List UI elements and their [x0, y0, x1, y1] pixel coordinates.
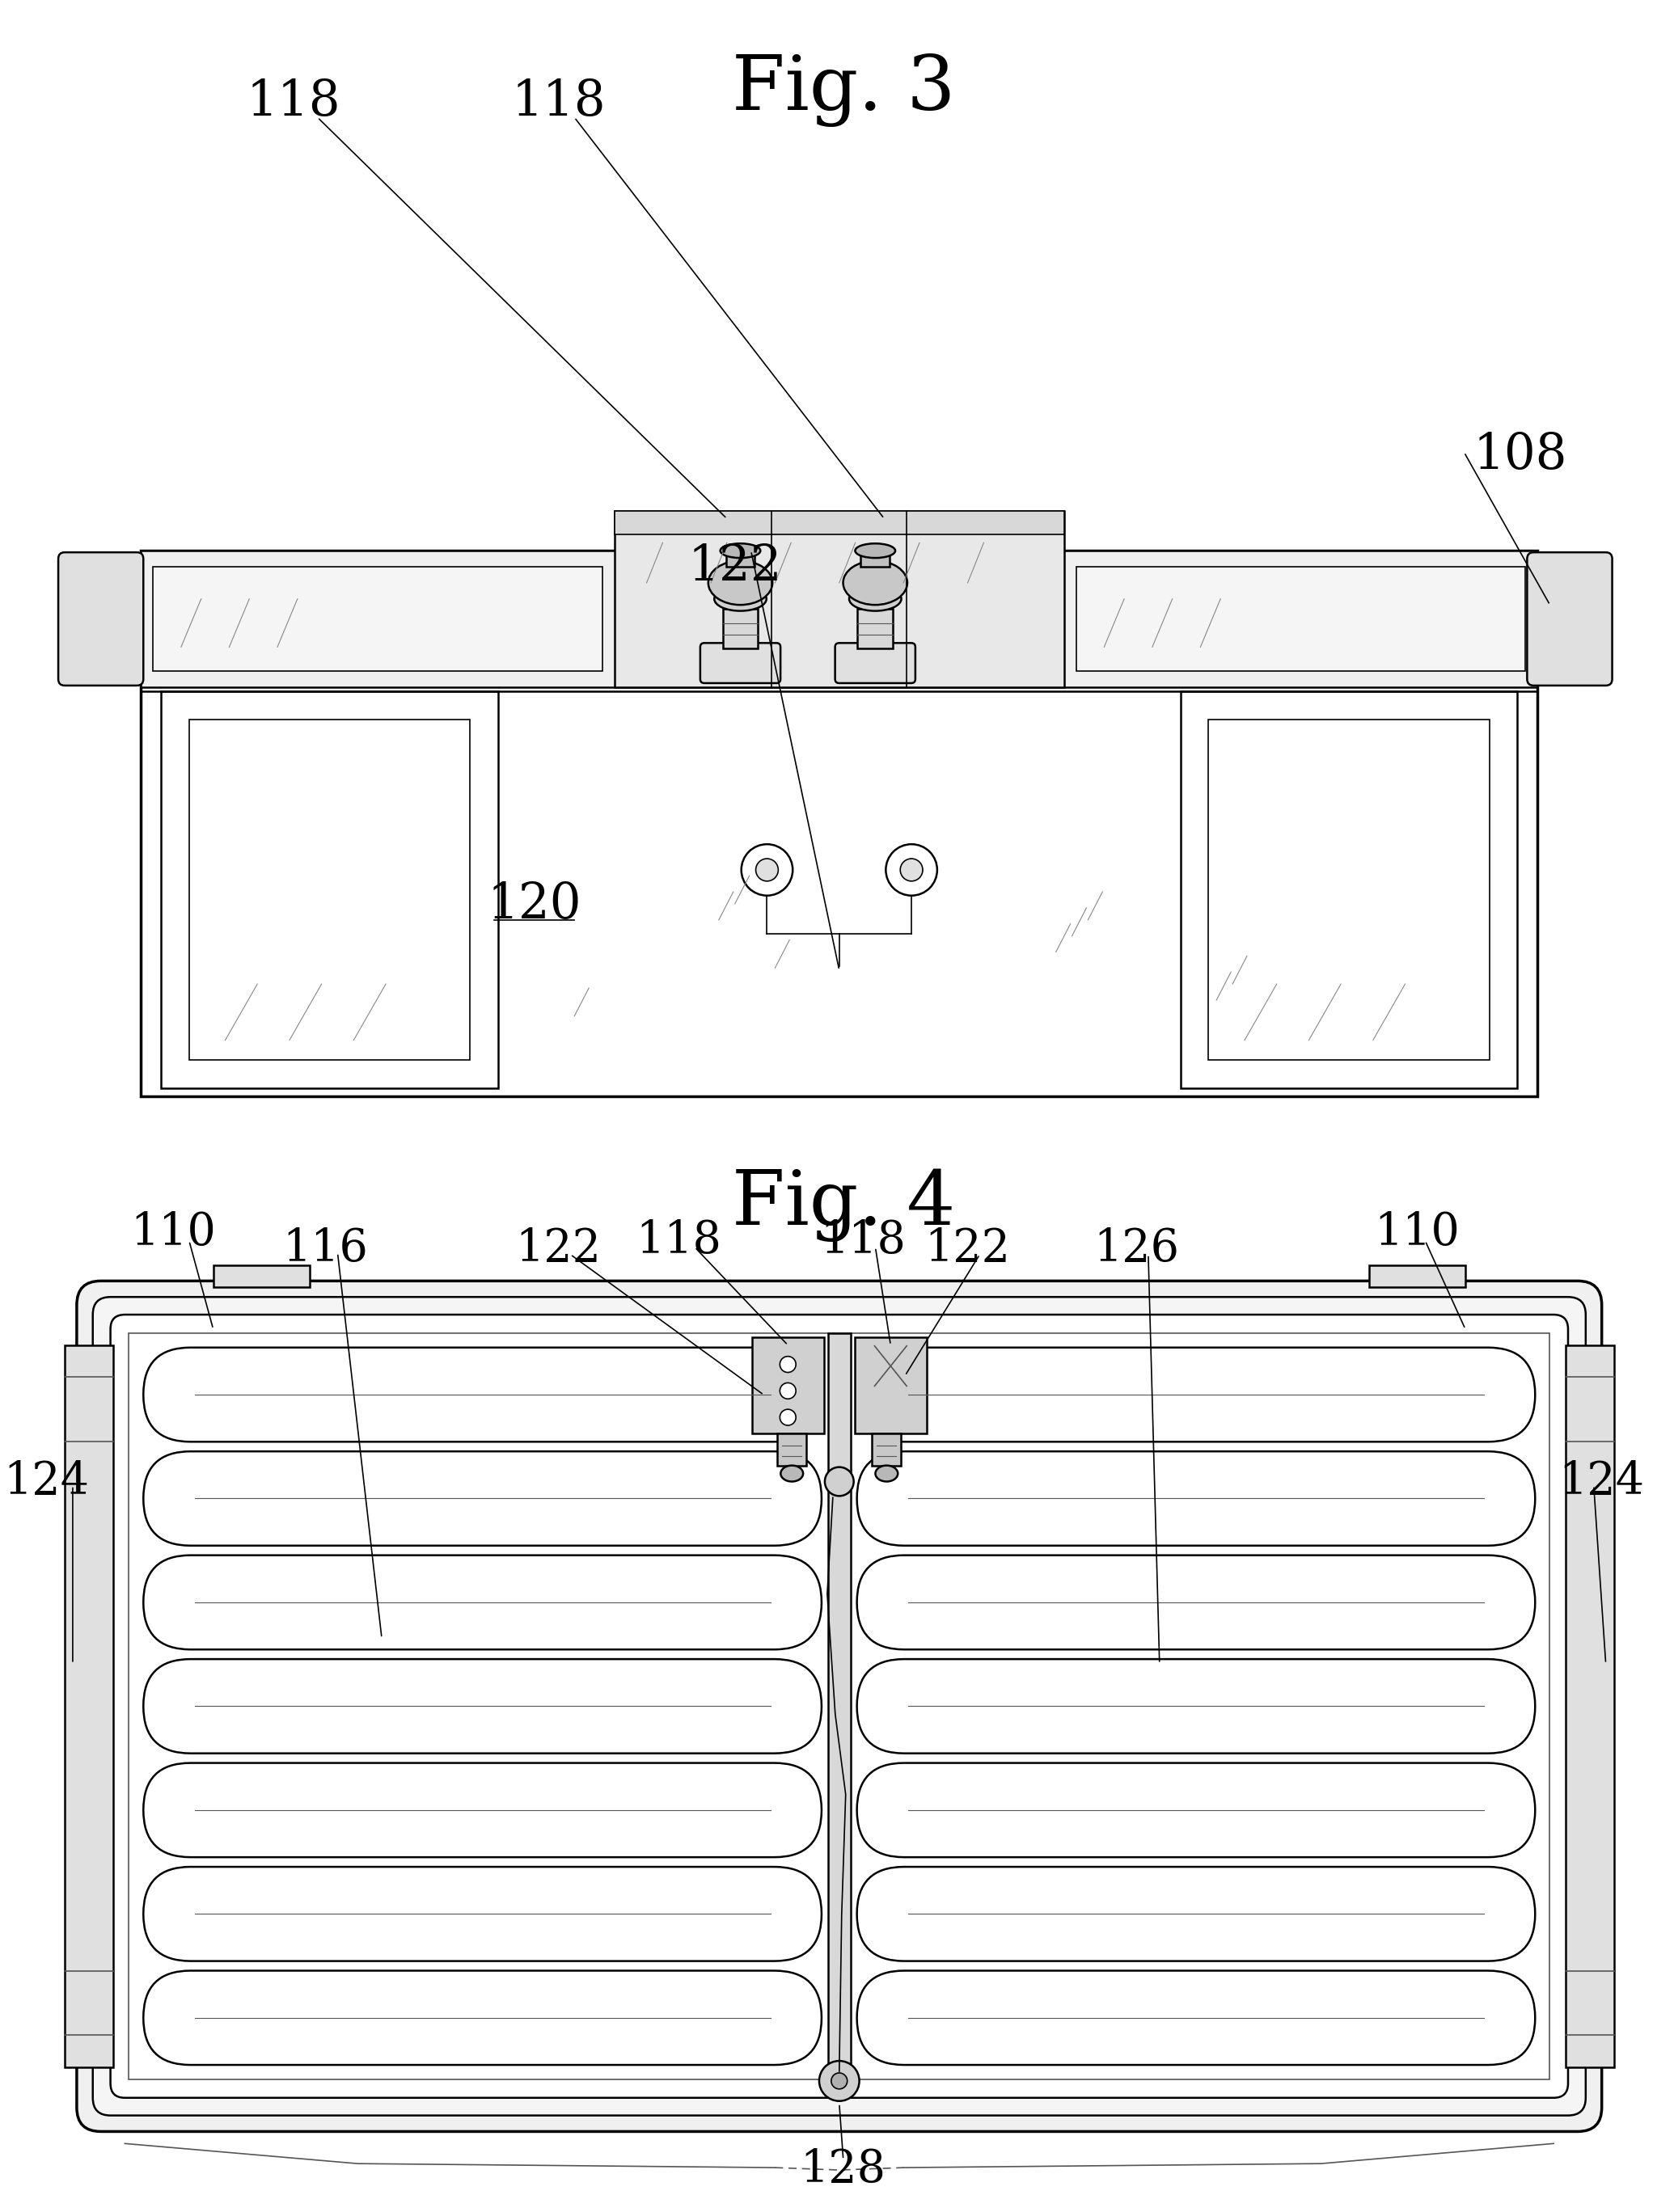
Circle shape: [742, 845, 793, 896]
Text: 122: 122: [516, 1228, 601, 1272]
FancyBboxPatch shape: [857, 1971, 1535, 2066]
FancyBboxPatch shape: [110, 1314, 1569, 2097]
Ellipse shape: [876, 1467, 897, 1482]
Text: 122: 122: [688, 542, 782, 591]
Circle shape: [780, 1356, 795, 1371]
Bar: [1076, 566, 1525, 670]
Text: 118: 118: [636, 1219, 721, 1263]
Bar: [854, 1336, 927, 1433]
Ellipse shape: [708, 562, 772, 604]
Bar: [614, 511, 1065, 535]
Text: 124: 124: [3, 1460, 89, 1504]
Ellipse shape: [849, 586, 901, 611]
Circle shape: [886, 845, 937, 896]
Bar: [860, 551, 889, 566]
FancyBboxPatch shape: [59, 553, 144, 686]
Text: 124: 124: [1558, 1460, 1644, 1504]
Bar: [1180, 690, 1518, 1088]
FancyBboxPatch shape: [77, 1281, 1602, 2132]
Circle shape: [1483, 1354, 1528, 1400]
Text: 126: 126: [1093, 1228, 1178, 1272]
FancyBboxPatch shape: [144, 1971, 822, 2066]
Text: 118: 118: [511, 77, 606, 126]
Text: Fig. 4: Fig. 4: [732, 1168, 954, 1241]
FancyBboxPatch shape: [857, 1451, 1535, 1546]
Text: 116: 116: [283, 1228, 368, 1272]
Bar: [129, 1334, 1550, 2079]
Bar: [723, 608, 758, 648]
Text: 118: 118: [820, 1219, 906, 1263]
FancyBboxPatch shape: [144, 1867, 822, 1962]
Circle shape: [832, 2073, 847, 2088]
FancyBboxPatch shape: [144, 1347, 822, 1442]
FancyBboxPatch shape: [144, 1659, 822, 1754]
Bar: [727, 551, 755, 566]
Bar: [777, 1433, 807, 1467]
FancyBboxPatch shape: [857, 1347, 1535, 1442]
FancyBboxPatch shape: [92, 1296, 1585, 2115]
FancyBboxPatch shape: [144, 1763, 822, 1858]
FancyBboxPatch shape: [144, 1451, 822, 1546]
Ellipse shape: [715, 586, 767, 611]
Text: 118: 118: [246, 77, 340, 126]
FancyBboxPatch shape: [1527, 553, 1612, 686]
Text: 122: 122: [924, 1228, 1011, 1272]
Bar: [829, 1334, 850, 2079]
FancyBboxPatch shape: [857, 1763, 1535, 1858]
Bar: [872, 1433, 901, 1467]
Bar: [857, 608, 892, 648]
Bar: [213, 1265, 310, 1287]
Text: 110: 110: [1374, 1210, 1460, 1254]
FancyBboxPatch shape: [700, 644, 780, 684]
Bar: [161, 690, 499, 1088]
FancyBboxPatch shape: [144, 1555, 822, 1650]
Text: 110: 110: [131, 1210, 216, 1254]
Bar: [1209, 719, 1490, 1060]
Bar: [65, 1345, 112, 2068]
Text: 120: 120: [487, 880, 581, 929]
Circle shape: [780, 1409, 795, 1425]
Bar: [752, 1336, 824, 1433]
Text: Fig. 3: Fig. 3: [732, 53, 954, 126]
Ellipse shape: [780, 1467, 804, 1482]
Bar: [141, 551, 1537, 1097]
Text: 128: 128: [800, 2148, 886, 2192]
FancyBboxPatch shape: [857, 1867, 1535, 1962]
Circle shape: [151, 1354, 196, 1400]
Circle shape: [780, 1382, 795, 1398]
Circle shape: [755, 858, 778, 880]
Bar: [614, 511, 1065, 688]
Circle shape: [819, 2062, 859, 2101]
Ellipse shape: [720, 544, 760, 557]
Circle shape: [825, 1467, 854, 1495]
Bar: [189, 719, 470, 1060]
Text: 108: 108: [1473, 429, 1567, 478]
Bar: [1369, 1265, 1465, 1287]
FancyBboxPatch shape: [857, 1555, 1535, 1650]
Ellipse shape: [855, 544, 896, 557]
Bar: [152, 566, 603, 670]
FancyBboxPatch shape: [857, 1659, 1535, 1754]
FancyBboxPatch shape: [835, 644, 916, 684]
Ellipse shape: [844, 562, 907, 604]
Bar: [141, 551, 1537, 688]
Bar: [1565, 1345, 1614, 2068]
Circle shape: [901, 858, 922, 880]
